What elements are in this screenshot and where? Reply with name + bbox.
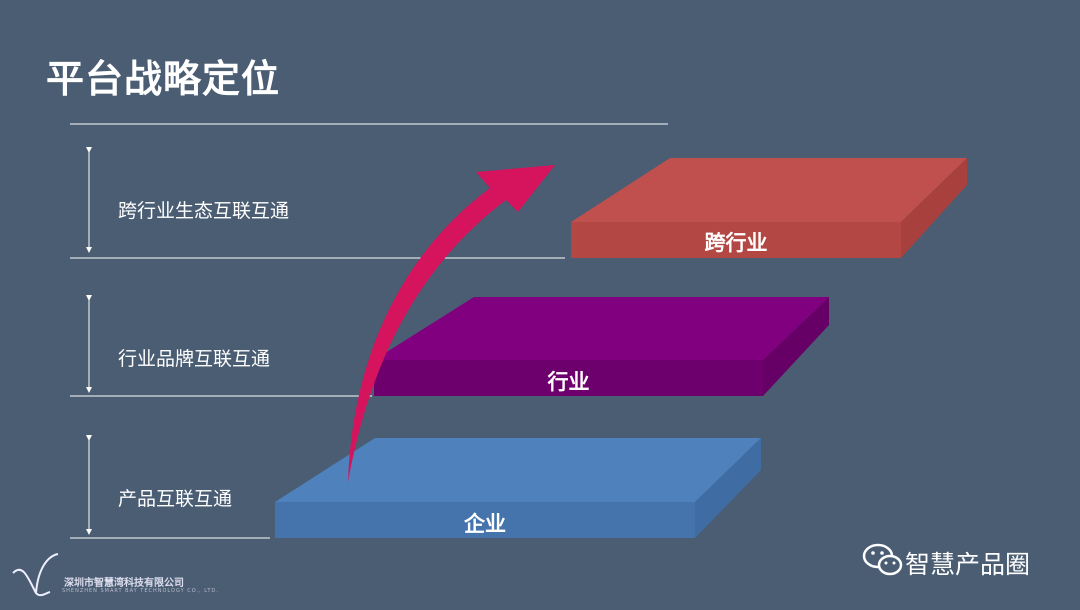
slab-cross-industry [571,158,967,258]
level-label-product: 产品互联互通 [118,488,233,510]
level-label-industry: 行业品牌互联互通 [118,348,271,370]
company-name-en: SHENZHEN SMART BAY TECHNOLOGY CO., LTD. [62,588,219,594]
slab-label-enterprise: 企业 [464,512,506,536]
brand-name: 智慧产品圈 [905,550,1031,579]
slab-label-industry: 行业 [547,370,590,394]
growth-arrow-icon [348,165,555,482]
wechat-icon [862,543,903,576]
slab-industry [374,297,829,396]
company-logo-icon [12,553,59,597]
level-label-cross-industry: 跨行业生态互联互通 [118,200,290,222]
slab-enterprise [275,438,761,538]
page-title: 平台战略定位 [46,57,281,101]
company-name: 深圳市智慧湾科技有限公司 [64,578,184,589]
slab-label-cross-industry: 跨行业 [704,231,768,255]
